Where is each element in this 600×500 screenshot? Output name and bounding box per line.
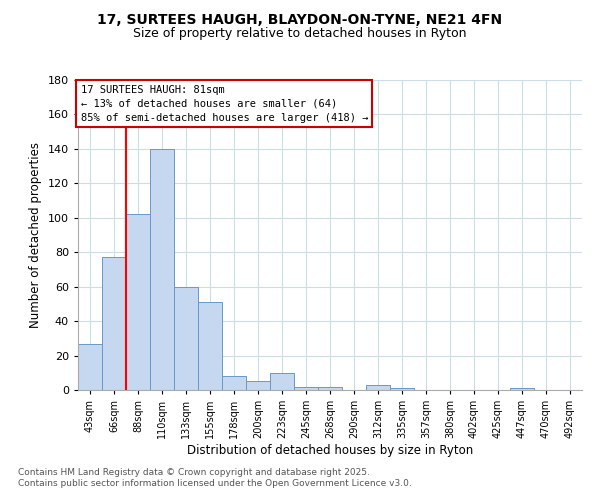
Bar [246,382,270,390]
Bar [294,386,318,390]
Bar [270,373,294,390]
Bar [198,302,222,390]
Y-axis label: Number of detached properties: Number of detached properties [29,142,42,328]
Bar [390,388,414,390]
Bar [366,385,390,390]
Bar [150,149,174,390]
Bar [318,386,342,390]
Bar [78,344,102,390]
Text: Contains HM Land Registry data © Crown copyright and database right 2025.
Contai: Contains HM Land Registry data © Crown c… [18,468,412,487]
Bar [222,376,246,390]
Bar [102,258,126,390]
Bar [174,286,198,390]
Bar [510,388,534,390]
Text: 17 SURTEES HAUGH: 81sqm
← 13% of detached houses are smaller (64)
85% of semi-de: 17 SURTEES HAUGH: 81sqm ← 13% of detache… [80,84,368,122]
Text: Size of property relative to detached houses in Ryton: Size of property relative to detached ho… [133,28,467,40]
X-axis label: Distribution of detached houses by size in Ryton: Distribution of detached houses by size … [187,444,473,457]
Text: 17, SURTEES HAUGH, BLAYDON-ON-TYNE, NE21 4FN: 17, SURTEES HAUGH, BLAYDON-ON-TYNE, NE21… [97,12,503,26]
Bar [126,214,150,390]
